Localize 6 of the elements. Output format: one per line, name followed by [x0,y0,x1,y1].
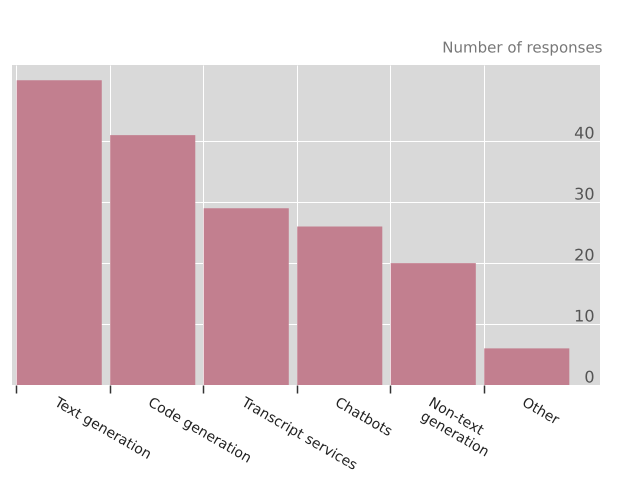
y-tick-label: 20 [574,246,594,265]
y-tick-label: 30 [574,184,594,204]
y-tick-label: 40 [574,124,594,143]
y-tick-label: 10 [574,306,594,326]
y-tick-label: 0 [584,368,594,386]
y-axis-title: Number of responses [442,38,603,56]
